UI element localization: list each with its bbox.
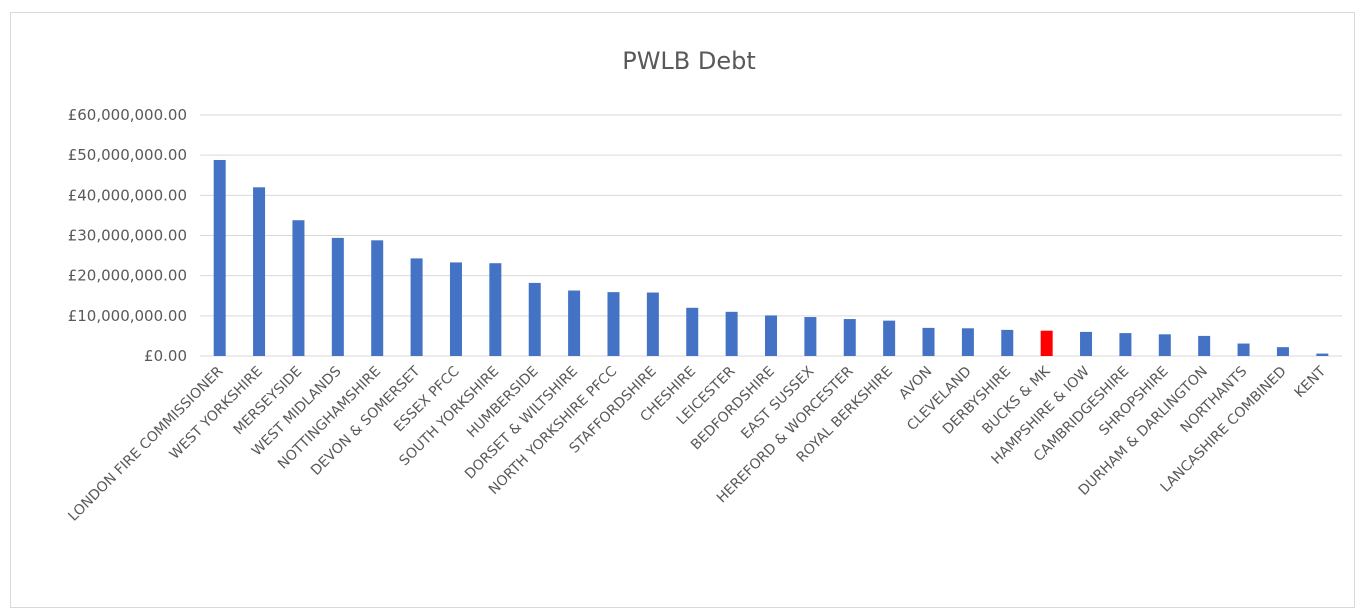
bar	[647, 293, 659, 356]
x-tick-label: BUCKS & MK	[979, 363, 1054, 438]
bar	[411, 258, 423, 356]
bar	[292, 220, 304, 356]
y-axis-tick-labels: £0.00 £10,000,000.00 £20,000,000.00 £30,000…	[68, 106, 187, 365]
x-tick-label: LONDON FIRE COMMISSIONER	[65, 363, 226, 524]
bar	[686, 308, 698, 356]
bar	[962, 328, 974, 356]
bar	[883, 321, 895, 356]
y-tick-label: £30,000,000.00	[68, 227, 187, 245]
bar	[1198, 336, 1210, 356]
x-tick-label: KENT	[1292, 363, 1330, 401]
x-tick-label: MERSEYSIDE	[231, 364, 306, 439]
y-tick-label: £10,000,000.00	[68, 307, 187, 325]
y-tick-label: £60,000,000.00	[68, 106, 187, 124]
bar	[568, 291, 580, 356]
bar	[214, 160, 226, 356]
bar	[607, 292, 619, 356]
y-tick-label: £20,000,000.00	[68, 267, 187, 285]
chart-title: PWLB Debt	[622, 47, 756, 75]
bar	[332, 238, 344, 356]
bar	[1080, 332, 1092, 356]
bar	[1159, 334, 1171, 356]
bars	[214, 160, 1329, 356]
bar	[765, 315, 777, 356]
bar	[450, 262, 462, 356]
y-tick-label: £50,000,000.00	[68, 146, 187, 164]
bar	[804, 317, 816, 356]
bar	[1001, 330, 1013, 356]
bar	[1119, 333, 1131, 356]
bar	[1238, 344, 1250, 356]
y-tick-label: £40,000,000.00	[68, 186, 187, 204]
bar	[1316, 354, 1328, 356]
bar	[1041, 331, 1053, 356]
bar	[844, 319, 856, 356]
bar	[1277, 347, 1289, 356]
bar	[923, 328, 935, 356]
bar	[489, 263, 501, 356]
y-tick-label: £0.00	[144, 347, 187, 365]
bar	[726, 312, 738, 356]
bar	[529, 283, 541, 356]
x-tick-label: SHROPSHIRE	[1096, 364, 1171, 439]
bar	[253, 187, 265, 356]
bar	[371, 240, 383, 356]
